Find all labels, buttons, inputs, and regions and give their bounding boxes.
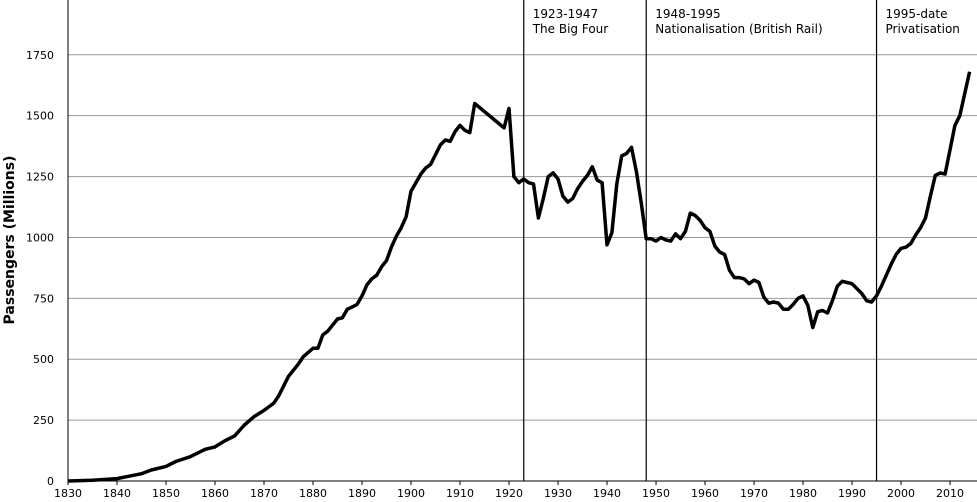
x-tick-label: 1840 <box>103 487 131 500</box>
era-label: 1923-1947 <box>533 7 598 21</box>
x-tick-label: 2010 <box>936 487 964 500</box>
y-tick-label: 500 <box>33 353 54 366</box>
y-tick-label: 1500 <box>26 110 54 123</box>
x-tick-label: 1850 <box>152 487 180 500</box>
x-tick-label: 1910 <box>446 487 474 500</box>
x-tick-label: 2000 <box>887 487 915 500</box>
x-tick-label: 1890 <box>348 487 376 500</box>
x-tick-label: 1940 <box>593 487 621 500</box>
era-label: Privatisation <box>886 22 960 36</box>
x-tick-label: 1990 <box>838 487 866 500</box>
y-axis-label: Passengers (Millions) <box>2 156 18 325</box>
x-tick-label: 1920 <box>495 487 523 500</box>
x-tick-label: 1900 <box>397 487 425 500</box>
x-tick-label: 1830 <box>54 487 82 500</box>
x-tick-label: 1860 <box>201 487 229 500</box>
y-tick-label: 1250 <box>26 171 54 184</box>
era-label: 1948-1995 <box>655 7 720 21</box>
x-tick-label: 1960 <box>691 487 719 500</box>
x-tick-label: 1950 <box>642 487 670 500</box>
x-tick-label: 1930 <box>544 487 572 500</box>
y-tick-label: 750 <box>33 292 54 305</box>
passenger-line <box>67 71 972 483</box>
y-tick-label: 1000 <box>26 231 54 244</box>
x-tick-label: 1870 <box>250 487 278 500</box>
era-label: Nationalisation (British Rail) <box>655 22 822 36</box>
y-tick-label: 250 <box>33 414 54 427</box>
era-label: The Big Four <box>532 22 609 36</box>
x-tick-label: 1880 <box>299 487 327 500</box>
x-tick-label: 1980 <box>789 487 817 500</box>
era-label: 1995-date <box>886 7 948 21</box>
y-tick-label: 0 <box>47 475 54 488</box>
y-tick-label: 1750 <box>26 49 54 62</box>
x-tick-label: 1970 <box>740 487 768 500</box>
